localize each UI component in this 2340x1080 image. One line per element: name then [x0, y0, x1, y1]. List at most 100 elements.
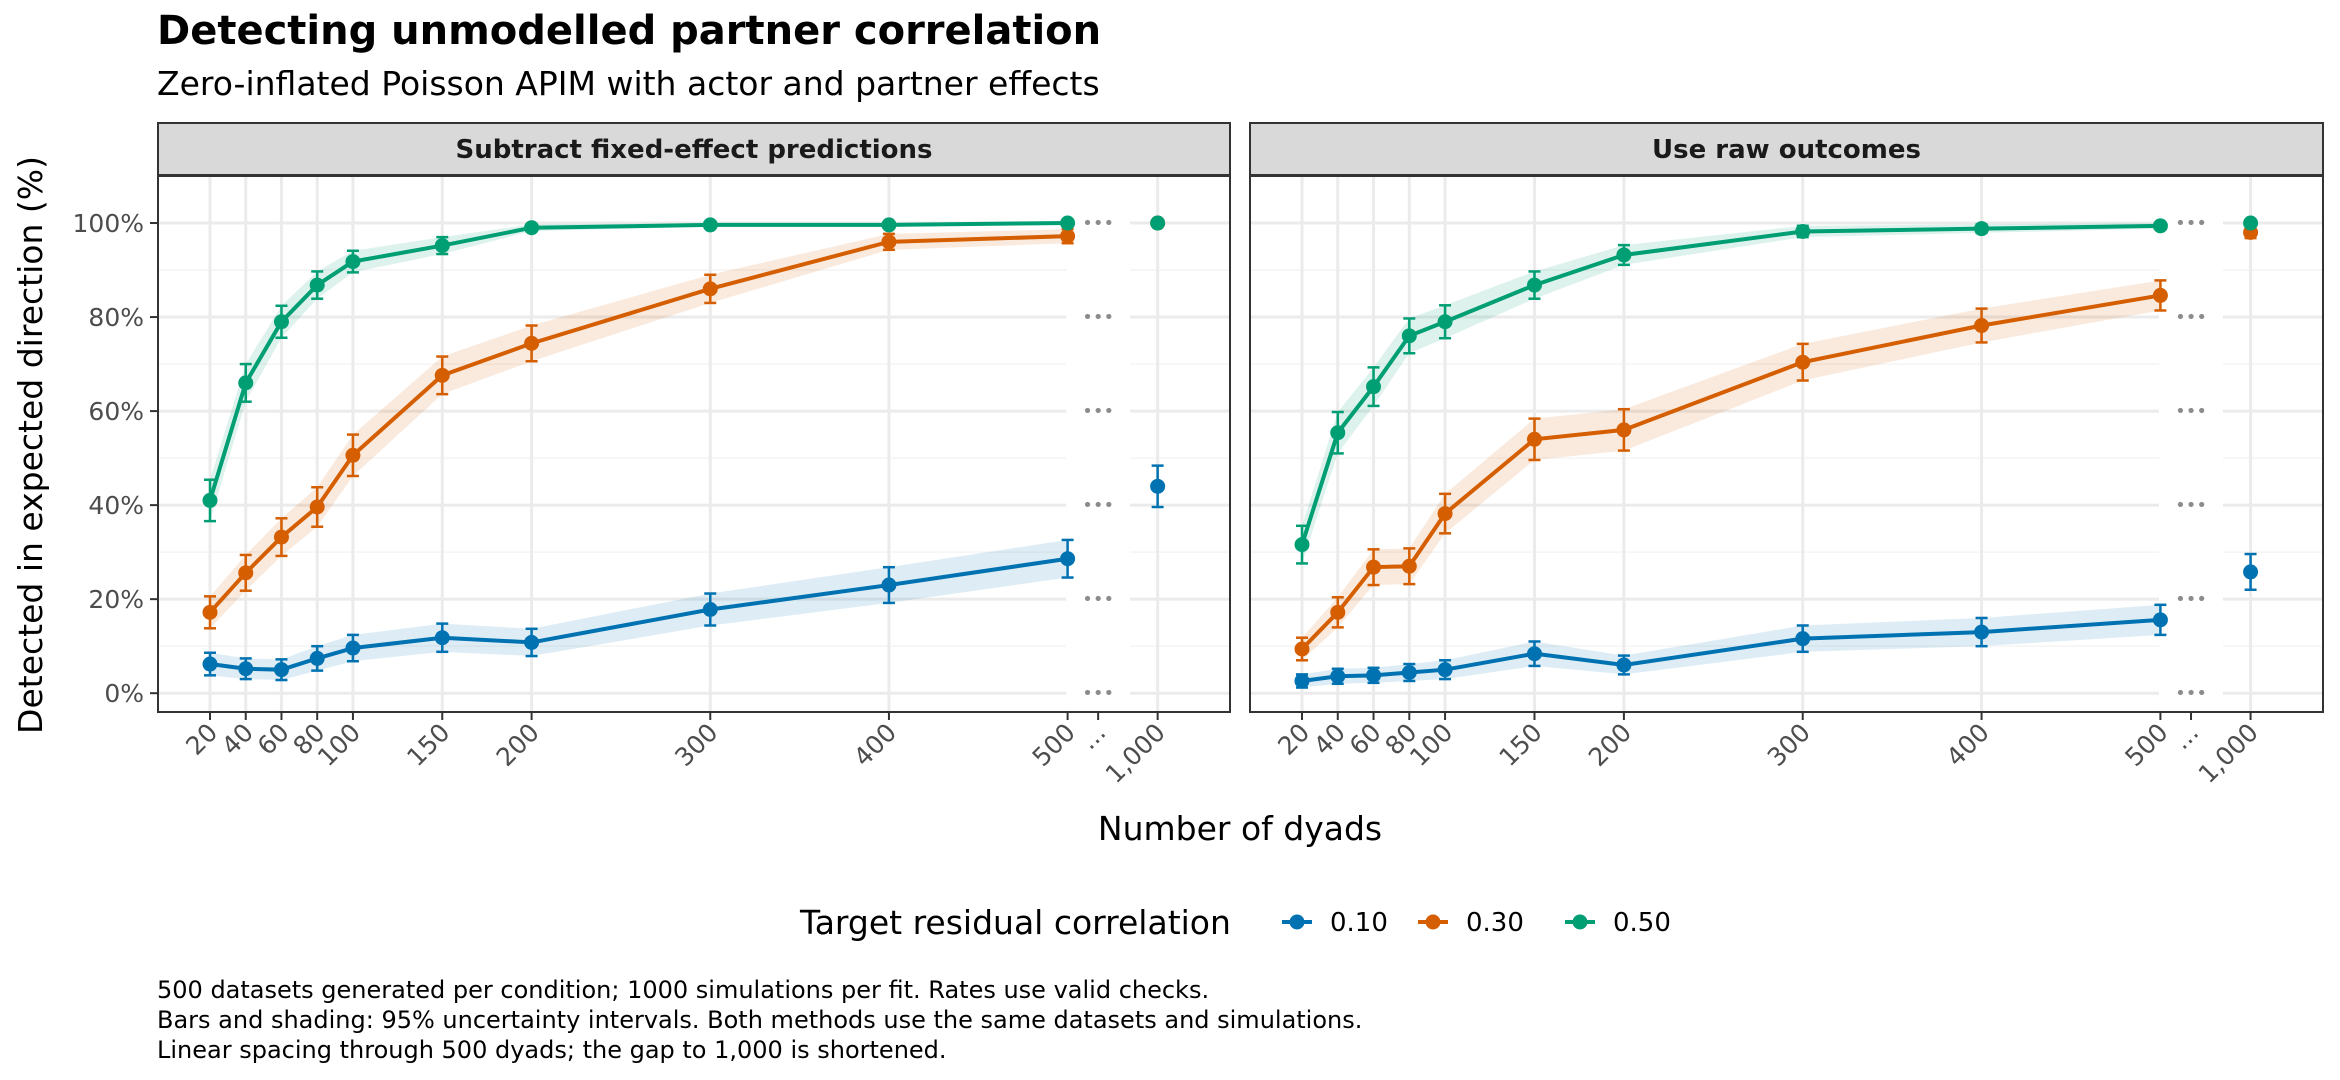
data-point: [273, 314, 289, 330]
gap-marker: •••: [1082, 307, 1114, 328]
legend: Target residual correlation 0.10 0.30 0.50: [799, 903, 1671, 942]
series-line: [1300, 223, 2161, 546]
data-point: [881, 234, 897, 250]
series-0.50: [1294, 215, 2259, 565]
y-tick-label: 0%: [104, 679, 144, 708]
data-point-1000: [2243, 215, 2259, 231]
chart-caption: 500 datasets generated per condition; 10…: [157, 975, 1362, 1065]
x-tick-label: 200: [491, 718, 545, 772]
x-tick-label: 1,000: [1100, 718, 1171, 789]
x-tick-label: 200: [1583, 718, 1637, 772]
gap-marker: •••: [1082, 495, 1114, 516]
gap-marker: •••: [1082, 589, 1114, 610]
gap-marker: •••: [1082, 401, 1114, 422]
data-point: [702, 281, 718, 297]
gap-marker: •••: [2175, 401, 2207, 422]
gap-marker: •••: [2175, 683, 2207, 704]
data-point: [434, 367, 450, 383]
gap-marker: •••: [1082, 213, 1114, 234]
data-point: [345, 254, 361, 270]
data-point: [1366, 559, 1382, 575]
data-point: [524, 335, 540, 351]
legend-label: 0.50: [1613, 908, 1671, 938]
x-tick-label: 500: [2119, 718, 2173, 772]
data-point: [1330, 668, 1346, 684]
legend-title: Target residual correlation: [799, 903, 1231, 942]
series-0.30: [1294, 224, 2259, 662]
data-point: [2152, 218, 2168, 234]
caption-line-3: Linear spacing through 500 dyads; the ga…: [157, 1036, 947, 1064]
data-point: [1401, 558, 1417, 574]
data-point: [1294, 537, 1310, 553]
data-point: [1795, 223, 1811, 239]
legend-key-point: [1572, 914, 1588, 930]
x-tick-label: 100: [312, 718, 366, 772]
data-point: [309, 650, 325, 666]
gap-marker: •••: [2175, 589, 2207, 610]
series-0.10: [1294, 552, 2259, 689]
data-point: [1366, 379, 1382, 395]
series-0.10: [202, 464, 1166, 682]
data-point: [881, 577, 897, 593]
series-0.50: [202, 215, 1166, 523]
x-tick-label: 400: [848, 718, 902, 772]
confidence-ribbon: [1302, 280, 2161, 661]
data-point: [1330, 425, 1346, 441]
x-axis-title: Number of dyads: [1098, 809, 1382, 848]
data-point: [309, 277, 325, 293]
data-point: [1060, 228, 1076, 244]
x-tick-label: 150: [1493, 718, 1547, 772]
gap-marker: •••: [2175, 307, 2207, 328]
data-point: [238, 375, 254, 391]
legend-key-point: [1425, 914, 1441, 930]
chart-subtitle: Zero-inflated Poisson APIM with actor an…: [157, 64, 1100, 103]
data-point: [1437, 506, 1453, 522]
data-point: [1974, 624, 1990, 640]
data-point: [345, 640, 361, 656]
data-point-1000: [1150, 478, 1166, 494]
caption-line-2: Bars and shading: 95% uncertainty interv…: [157, 1006, 1363, 1034]
data-point: [524, 634, 540, 650]
chart-title: Detecting unmodelled partner correlation: [157, 8, 1102, 54]
data-point: [1616, 657, 1632, 673]
data-point: [1526, 277, 1542, 293]
axis-gap-band: [2159, 176, 2224, 712]
x-tick-label: ...: [1074, 718, 1111, 755]
x-tick-label: 1,000: [2193, 718, 2264, 789]
x-tick-label: 150: [401, 718, 455, 772]
y-tick-label: 80%: [88, 303, 144, 332]
data-point: [702, 602, 718, 618]
series-line: [1300, 293, 2161, 651]
data-point: [2152, 612, 2168, 628]
panel-border: [157, 175, 1231, 713]
data-point: [202, 604, 218, 620]
legend-label: 0.30: [1466, 908, 1524, 938]
data-point: [345, 447, 361, 463]
series-line: [209, 556, 1068, 672]
caption-line-1: 500 datasets generated per condition; 10…: [157, 976, 1210, 1004]
panel-2: Use raw outcomes••••••••••••••••••204060…: [1249, 122, 2324, 789]
y-tick-label: 100%: [73, 209, 144, 238]
axis-gap-band: [1066, 176, 1131, 712]
confidence-ribbon: [210, 539, 1068, 681]
data-point: [1294, 673, 1310, 689]
data-point: [1060, 215, 1076, 231]
gap-marker: •••: [2175, 495, 2207, 516]
data-point: [309, 499, 325, 515]
data-point: [273, 662, 289, 678]
data-point: [702, 217, 718, 233]
data-point-1000: [1150, 215, 1166, 231]
data-point: [1401, 328, 1417, 344]
data-point: [273, 529, 289, 545]
data-point: [202, 492, 218, 508]
data-point: [202, 656, 218, 672]
data-point: [1330, 604, 1346, 620]
data-point: [434, 630, 450, 646]
y-tick-label: 40%: [88, 491, 144, 520]
x-tick-label: 300: [669, 718, 723, 772]
legend-key-point: [1289, 914, 1305, 930]
gap-marker: •••: [2175, 213, 2207, 234]
data-point: [1437, 662, 1453, 678]
panel-strip-title: Use raw outcomes: [1652, 135, 1921, 165]
